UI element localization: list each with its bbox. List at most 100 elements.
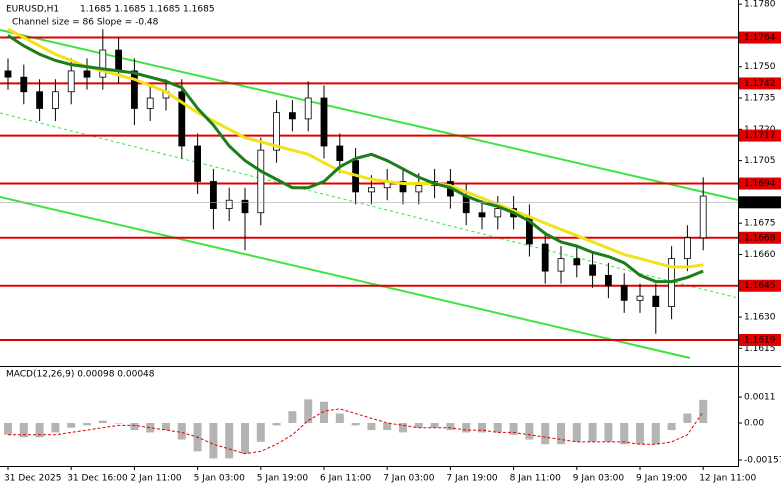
y-tick-label: 0.0011 (744, 393, 776, 403)
last-price-label: 1.1685 (744, 198, 776, 208)
level-label: 1.1619 (744, 335, 776, 345)
candle-body (115, 49, 122, 72)
y-tick-label: 1.1750 (744, 62, 776, 72)
candle-body (541, 243, 549, 272)
x-tick-label: 7 Jan 03:00 (383, 474, 435, 484)
channel-upper (0, 29, 739, 201)
macd-bar (35, 422, 44, 438)
y-tick-label: 1.1630 (744, 313, 776, 323)
macd-bar (209, 422, 218, 459)
macd-bar (241, 422, 249, 454)
x-tick-label: 9 Jan 03:00 (573, 474, 625, 484)
candle-body (178, 91, 186, 147)
macd-bar (509, 422, 518, 435)
candle-body (288, 112, 296, 120)
level-box (739, 279, 781, 292)
candle-body (20, 76, 28, 93)
macd-bar (256, 422, 265, 442)
level-box (739, 129, 781, 142)
macd-bar (130, 422, 139, 431)
candle-body (304, 97, 312, 120)
macd-title: MACD(12,26,9) 0.00098 0.00048 (6, 370, 155, 380)
level-label: 1.1764 (744, 33, 776, 43)
candle-body (557, 258, 565, 272)
macd-bar (272, 422, 281, 426)
macd-bar (588, 422, 597, 442)
candle-body (573, 258, 581, 266)
macd-bar (225, 422, 234, 459)
y-tick-label: 0.00 (744, 418, 764, 428)
candle-body (99, 49, 107, 78)
x-tick-label: 6 Jan 11:00 (320, 474, 372, 484)
y-tick-label: 1.1675 (744, 219, 776, 229)
macd-bar (699, 399, 708, 423)
x-tick-label: 5 Jan 03:00 (194, 474, 246, 484)
x-tick-label: 5 Jan 19:00 (257, 474, 309, 484)
macd-bar (4, 422, 12, 435)
candle-body (194, 145, 202, 182)
macd-bar (19, 422, 28, 438)
moving-average (7, 34, 704, 284)
x-tick-label: 31 Dec 16:00 (67, 474, 128, 484)
candle-body (83, 70, 91, 78)
macd-bar (383, 422, 392, 431)
candle-body (699, 195, 707, 239)
candle-body (478, 212, 486, 218)
level-box (739, 77, 781, 90)
level-label: 1.1717 (744, 131, 776, 141)
y-tick-label: 1.1735 (744, 94, 776, 104)
macd-bar (478, 422, 486, 433)
x-tick-label: 7 Jan 19:00 (446, 474, 498, 484)
level-box (739, 231, 781, 244)
macd-bar (320, 401, 328, 423)
macd-bar (51, 422, 60, 433)
macd-bar (83, 422, 91, 426)
macd-bar (572, 422, 581, 442)
macd-bar (304, 399, 313, 423)
candle-body (257, 149, 265, 214)
macd-bar (114, 422, 123, 424)
macd-bar (146, 422, 155, 433)
level-label: 1.1645 (744, 281, 776, 291)
candle-body (589, 264, 596, 276)
candle-body (620, 285, 628, 301)
signal-line (8, 408, 704, 455)
macd-bar (335, 413, 344, 423)
macd-bar (177, 422, 186, 440)
channel-middle (0, 112, 739, 299)
macd-bar (620, 422, 629, 445)
candle-body (494, 208, 502, 218)
candle-body (652, 295, 660, 307)
macd-bar (288, 411, 297, 423)
level-label: 1.1694 (744, 179, 776, 189)
level-label: 1.1742 (744, 79, 776, 89)
candle-body (146, 97, 154, 109)
candle-body (684, 237, 691, 260)
macd-bar (414, 422, 423, 428)
macd-bar (98, 420, 107, 423)
x-tick-label: 2 Jan 11:00 (130, 474, 182, 484)
macd-bar (367, 422, 376, 431)
candle-body (209, 181, 217, 209)
candle-body (225, 199, 233, 209)
candle-body (130, 70, 138, 109)
macd-bar (557, 422, 565, 445)
candle-body (605, 274, 612, 287)
channel-lower (0, 196, 691, 359)
moving-average (7, 27, 704, 269)
x-tick-label: 31 Dec 2025 (4, 474, 62, 484)
candle-body (636, 295, 644, 301)
candle-body (67, 70, 75, 93)
last-price-box (739, 196, 781, 209)
candle-body (241, 199, 249, 214)
macd-bar (430, 422, 439, 428)
candle-body (415, 185, 423, 193)
level-box (739, 177, 781, 190)
macd-bar (541, 422, 550, 445)
candle-body (462, 195, 470, 214)
quote: 1.1685 1.1685 1.1685 1.1685 (80, 5, 215, 15)
x-tick-label: 12 Jan 11:00 (699, 474, 756, 484)
x-tick-label: 9 Jan 19:00 (636, 474, 688, 484)
